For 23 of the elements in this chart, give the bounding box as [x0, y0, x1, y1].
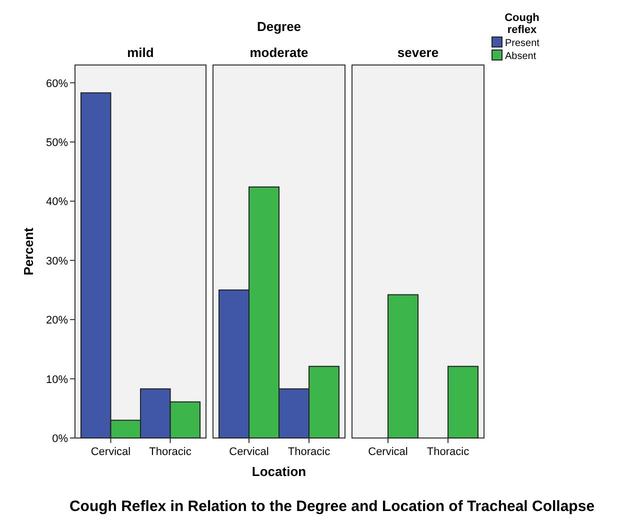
y-tick-label: 40% [46, 196, 68, 208]
y-tick-label: 10% [46, 374, 68, 386]
x-tick-label: Thoracic [426, 446, 470, 458]
chart-title: mild [127, 45, 154, 60]
legend-title: Cough reflex [504, 12, 540, 36]
x-tick-label: Cervical [368, 446, 408, 458]
chart-title: severe [397, 45, 439, 60]
x-axis-title: Location [252, 464, 306, 479]
legend-label: Present [505, 38, 540, 49]
legend-label: Absent [505, 51, 536, 62]
text: Cough Reflex in Relation to the Degree and Location of Tracheal Collapse [69, 498, 595, 515]
y-tick-label: 30% [46, 255, 68, 268]
y-tick-label: 60% [46, 78, 68, 90]
y-tick-label: 50% [46, 136, 68, 149]
y-tick-label: 0% [52, 433, 68, 445]
y-tick-label: 20% [46, 314, 68, 327]
chart-title: moderate [250, 45, 308, 60]
y-axis-title: Percent [21, 226, 36, 276]
x-tick-label: Cervical [229, 446, 269, 458]
x-tick-label: Thoracic [149, 446, 192, 458]
text: Degree [256, 19, 302, 34]
x-tick-label: Cervical [90, 446, 131, 458]
x-tick-label: Thoracic [288, 446, 331, 458]
